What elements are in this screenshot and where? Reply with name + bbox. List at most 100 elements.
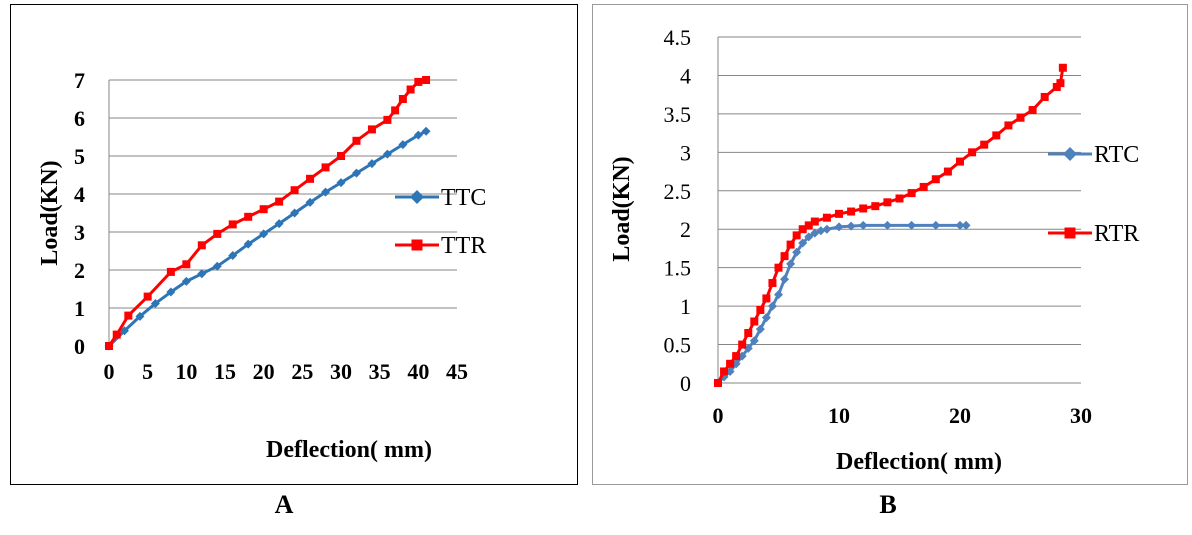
legend-entry-rtr: RTR bbox=[1048, 221, 1139, 247]
data-point bbox=[197, 241, 206, 250]
data-point bbox=[1028, 106, 1037, 115]
data-point bbox=[755, 324, 765, 334]
chart-panel-b: 0 0.5 1 1.5 2 2.5 3 3.5 4 4.5 0 10 20 30 Deflection( m… bbox=[592, 4, 1188, 485]
data-point bbox=[798, 225, 807, 234]
x-tick-label: 20 bbox=[253, 359, 275, 384]
data-point bbox=[321, 187, 331, 197]
data-point bbox=[744, 329, 753, 338]
data-point bbox=[780, 274, 790, 284]
x-tick-label: 20 bbox=[949, 403, 971, 428]
y-tick-label: 4 bbox=[680, 63, 691, 88]
data-point bbox=[762, 294, 771, 303]
data-point bbox=[422, 76, 431, 84]
data-point bbox=[804, 232, 814, 242]
data-point bbox=[243, 239, 253, 249]
y-tick-label: 0 bbox=[680, 371, 691, 396]
data-point bbox=[212, 261, 222, 271]
y-axis-title: Load(KN) bbox=[609, 156, 635, 261]
data-point bbox=[798, 238, 808, 248]
series-line-rtc bbox=[716, 223, 967, 385]
data-point bbox=[907, 189, 916, 198]
y-tick-label: 6 bbox=[74, 106, 85, 131]
x-tick-label: 0 bbox=[713, 403, 724, 428]
data-point bbox=[968, 148, 977, 157]
data-point bbox=[895, 194, 904, 203]
data-point bbox=[305, 197, 315, 207]
data-point bbox=[135, 311, 145, 321]
data-point bbox=[804, 221, 813, 230]
y-tick-label: 0 bbox=[74, 334, 85, 359]
data-point bbox=[367, 125, 376, 134]
data-point bbox=[382, 149, 392, 159]
x-tick-label: 10 bbox=[175, 359, 197, 384]
y-axis-title: Load(KN) bbox=[37, 160, 63, 265]
data-point bbox=[931, 175, 940, 184]
data-point bbox=[398, 140, 408, 150]
data-point bbox=[931, 220, 941, 230]
data-point bbox=[213, 229, 222, 238]
data-point bbox=[961, 220, 971, 230]
data-point bbox=[810, 217, 819, 226]
data-point bbox=[421, 126, 431, 136]
legend-swatch-marker bbox=[1064, 227, 1076, 239]
legend-label: RTR bbox=[1094, 221, 1139, 247]
legend-entry-ttr: TTR bbox=[395, 233, 486, 259]
data-point bbox=[732, 352, 741, 361]
data-point bbox=[756, 305, 765, 314]
y-tick-label: 2 bbox=[680, 217, 691, 242]
x-tick-label: 30 bbox=[330, 359, 352, 384]
data-point bbox=[955, 220, 965, 230]
data-point bbox=[274, 219, 284, 229]
data-point bbox=[792, 247, 802, 257]
data-point bbox=[119, 326, 129, 336]
data-point bbox=[336, 178, 346, 188]
data-point bbox=[290, 186, 299, 195]
data-point bbox=[166, 287, 176, 297]
x-tick-label: 25 bbox=[291, 359, 313, 384]
data-point bbox=[259, 229, 269, 239]
x-tick-label: 0 bbox=[104, 359, 115, 384]
legend-swatch-marker bbox=[1063, 147, 1077, 161]
x-tick-label: 40 bbox=[407, 359, 429, 384]
data-point bbox=[992, 131, 1001, 140]
data-point bbox=[882, 220, 892, 230]
data-point bbox=[768, 279, 777, 288]
data-point bbox=[321, 163, 330, 172]
data-point bbox=[1004, 121, 1013, 130]
data-point bbox=[956, 157, 964, 166]
y-tick-label: 2 bbox=[74, 258, 85, 283]
data-point bbox=[943, 167, 952, 176]
x-tick-label: 30 bbox=[1070, 403, 1092, 428]
data-point bbox=[980, 140, 989, 149]
series-rtc bbox=[713, 220, 971, 388]
series-rtr bbox=[714, 63, 1067, 387]
data-point bbox=[761, 313, 771, 323]
data-point bbox=[182, 260, 191, 269]
data-point bbox=[406, 85, 415, 94]
legend-label: TTR bbox=[441, 233, 486, 259]
data-point bbox=[1040, 92, 1049, 101]
data-point bbox=[228, 251, 238, 261]
data-point bbox=[871, 202, 880, 211]
y-tick-label: 1 bbox=[74, 296, 85, 321]
caption-b: B bbox=[879, 490, 897, 519]
data-point bbox=[720, 367, 729, 376]
y-tick-label: 1 bbox=[680, 294, 691, 319]
data-point bbox=[822, 224, 832, 234]
data-point bbox=[835, 209, 843, 218]
data-point bbox=[112, 330, 121, 339]
y-tick-label: 1.5 bbox=[664, 256, 692, 281]
data-point bbox=[290, 208, 300, 218]
data-point bbox=[124, 311, 133, 320]
data-point bbox=[197, 269, 207, 279]
x-tick-label: 5 bbox=[142, 359, 153, 384]
data-point bbox=[306, 174, 315, 183]
data-point bbox=[846, 221, 856, 231]
data-point bbox=[767, 301, 777, 311]
data-point bbox=[391, 106, 400, 115]
chart-panel-a: 0 1 2 3 4 5 6 7 0 5 10 15 20 25 30 35 40 45 Deflection( mm… bbox=[10, 4, 578, 485]
data-point bbox=[244, 212, 253, 221]
data-point bbox=[166, 267, 175, 276]
data-point bbox=[228, 220, 237, 229]
data-point bbox=[859, 204, 868, 213]
